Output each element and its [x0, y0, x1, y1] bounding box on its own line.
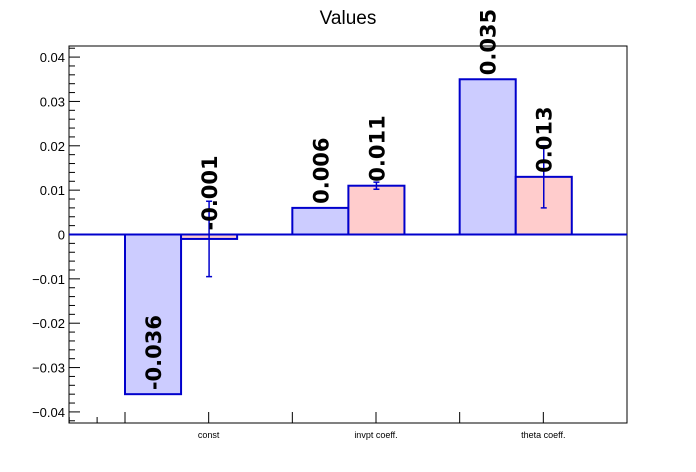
data-label: 0.035 — [477, 9, 501, 75]
bars — [124, 78, 573, 396]
bar — [458, 78, 517, 236]
y-axis: −0.04 −0.03 −0.02 −0.01 0 0.01 0.02 0.03 0.04 — [32, 47, 80, 422]
y-tick-label: −0.04 — [32, 405, 65, 420]
bar — [124, 233, 183, 396]
chart-title: Values — [320, 8, 377, 29]
y-tick-label: 0.01 — [40, 183, 65, 198]
x-category-label: const — [198, 430, 220, 440]
y-tick-label: 0.02 — [40, 139, 65, 154]
data-label: 0.006 — [309, 137, 333, 203]
data-label: 0.011 — [365, 115, 389, 181]
data-labels: -0.036 0.006 0.035 -0.001 0.011 0.013 — [142, 9, 557, 390]
y-tick-label: 0.03 — [40, 94, 65, 109]
y-tick-label: −0.02 — [32, 316, 65, 331]
error-bars — [206, 145, 547, 278]
data-label: -0.001 — [198, 155, 222, 230]
bar — [291, 206, 350, 236]
y-tick-label: 0 — [58, 228, 65, 243]
y-tick-label: 0.04 — [40, 50, 65, 65]
x-axis: const invpt coeff. theta coeff. — [68, 412, 628, 440]
x-category-label: theta coeff. — [521, 430, 565, 440]
data-label: 0.013 — [533, 106, 557, 172]
y-tick-label: −0.03 — [32, 361, 65, 376]
data-label: -0.036 — [142, 315, 166, 390]
x-category-label: invpt coeff. — [354, 430, 397, 440]
y-tick-label: −0.01 — [32, 272, 65, 287]
bar — [347, 184, 406, 236]
